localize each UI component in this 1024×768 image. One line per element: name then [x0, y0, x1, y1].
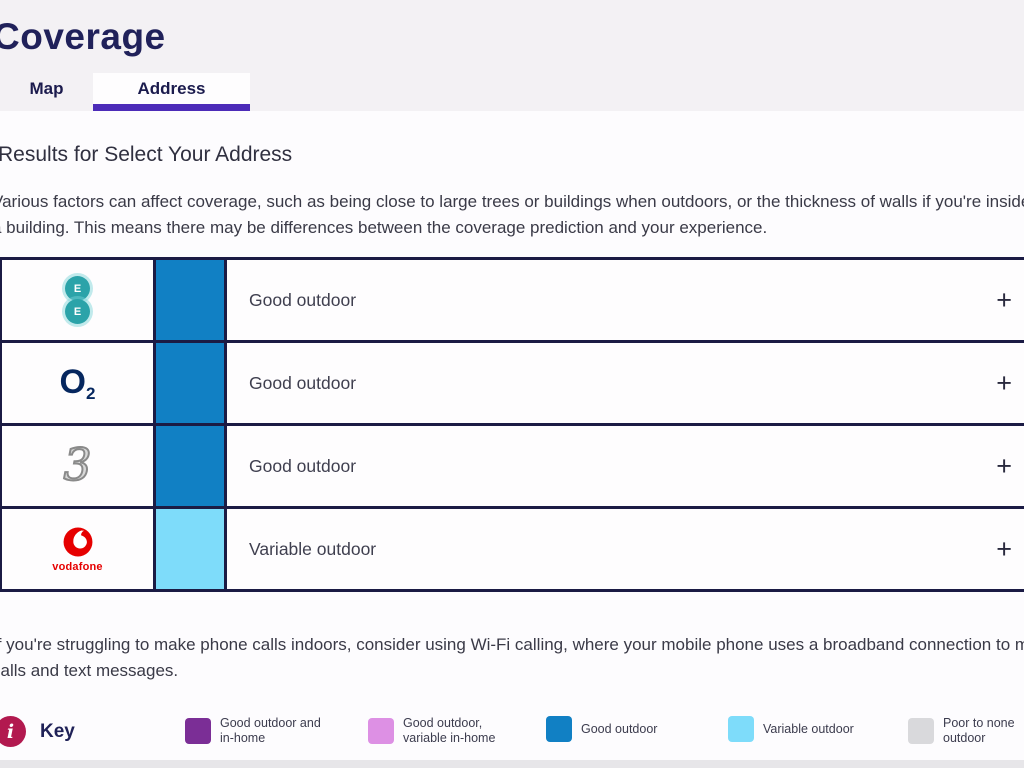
tab-bar: Map Address: [0, 73, 250, 111]
info-icon: i: [0, 716, 26, 747]
legend-item-poor-to-none-outdoor: Poor to none outdoor: [908, 716, 1024, 746]
status-cell-vodafone: Variable outdoor +: [227, 509, 1024, 589]
coverage-bar-vodafone: [156, 509, 227, 589]
status-label-three: Good outdoor: [249, 455, 357, 476]
status-label-o2: Good outdoor: [249, 372, 357, 393]
coverage-row-o2: O2 Good outdoor +: [2, 343, 1024, 426]
coverage-table: E E Good outdoor + O2 Good outdoor + 3 G…: [0, 257, 1024, 592]
intro-text: Various factors can affect coverage, suc…: [0, 192, 1024, 237]
expand-button-ee[interactable]: +: [992, 286, 1016, 314]
page-title: Coverage: [0, 16, 166, 57]
legend-swatch-variable-outdoor: [728, 716, 754, 742]
three-logo-cell: 3: [2, 426, 156, 506]
legend-item-good-outdoor: Good outdoor: [546, 716, 693, 742]
tab-map[interactable]: Map: [0, 73, 93, 111]
coverage-bar-o2: [156, 343, 227, 423]
legend-label-poor-to-none-outdoor: Poor to none outdoor: [943, 716, 1015, 745]
tab-address[interactable]: Address: [93, 73, 250, 111]
ee-circle-bottom: E: [65, 299, 90, 324]
legend-item-good-outdoor-in-home: Good outdoor and in-home: [185, 716, 332, 746]
expand-button-o2[interactable]: +: [992, 369, 1016, 397]
legend-item-good-outdoor-variable-in-home: Good outdoor, variable in-home: [368, 716, 515, 746]
ee-circle-top: E: [65, 276, 90, 301]
vodafone-logo-cell: vodafone: [2, 509, 156, 589]
tab-address-label: Address: [137, 78, 206, 98]
ee-logo-cell: E E: [2, 260, 156, 340]
results-heading: Results for Select Your Address: [0, 143, 293, 166]
expand-button-three[interactable]: +: [992, 452, 1016, 480]
key-label: Key: [40, 721, 75, 742]
o2-logo: O2: [59, 362, 96, 403]
status-cell-ee: Good outdoor +: [227, 260, 1024, 340]
three-logo: 3: [63, 440, 93, 491]
key-legend: i Key Good outdoor and in-home Good outd…: [0, 705, 1024, 757]
legend-label-variable-outdoor: Variable outdoor: [763, 721, 854, 736]
legend-label-good-outdoor-variable-in-home: Good outdoor, variable in-home: [403, 716, 496, 745]
vodafone-wordmark: vodafone: [52, 561, 103, 573]
expand-button-vodafone[interactable]: +: [992, 535, 1016, 563]
legend-swatch-good-outdoor-variable-in-home: [368, 718, 394, 744]
legend-swatch-good-outdoor-in-home: [185, 718, 211, 744]
wifi-calling-note: If you're struggling to make phone calls…: [0, 635, 1024, 680]
o2-logo-cell: O2: [2, 343, 156, 423]
legend-swatch-poor-to-none-outdoor: [908, 718, 934, 744]
coverage-row-vodafone: vodafone Variable outdoor +: [2, 509, 1024, 592]
status-label-vodafone: Variable outdoor: [249, 538, 377, 559]
coverage-bar-ee: [156, 260, 227, 340]
status-cell-three: Good outdoor +: [227, 426, 1024, 506]
tab-map-label: Map: [29, 78, 64, 98]
legend-label-good-outdoor: Good outdoor: [581, 721, 658, 736]
legend-item-variable-outdoor: Variable outdoor: [728, 716, 875, 742]
ee-logo: E E: [65, 276, 90, 324]
coverage-row-three: 3 Good outdoor +: [2, 426, 1024, 509]
legend-label-good-outdoor-in-home: Good outdoor and in-home: [220, 716, 321, 745]
bottom-divider: [0, 760, 1024, 768]
status-cell-o2: Good outdoor +: [227, 343, 1024, 423]
legend-swatch-good-outdoor: [546, 716, 572, 742]
status-label-ee: Good outdoor: [249, 289, 357, 310]
vodafone-logo: vodafone: [52, 525, 103, 573]
vodafone-speechmark-icon: [63, 527, 92, 557]
coverage-row-ee: E E Good outdoor +: [2, 260, 1024, 343]
coverage-bar-three: [156, 426, 227, 506]
